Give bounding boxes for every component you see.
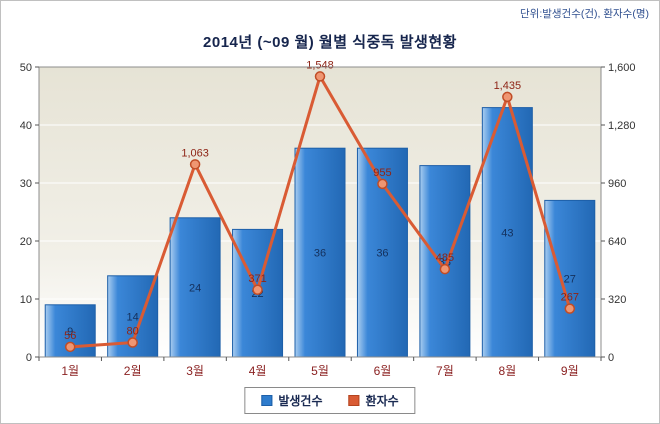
line-series-swatch <box>348 395 360 406</box>
legend-item-occurrences: 발생건수 <box>261 392 323 409</box>
month-label: 1월 <box>61 364 79 378</box>
left-axis-tick-label: 20 <box>20 236 32 248</box>
right-axis-tick-label: 640 <box>608 236 626 248</box>
right-axis-tick-label: 960 <box>608 178 626 190</box>
bar-value-label: 27 <box>564 274 576 286</box>
left-axis-tick-label: 0 <box>26 352 32 364</box>
right-axis-tick-label: 1,600 <box>608 62 636 74</box>
bar-value-label: 36 <box>314 248 326 260</box>
month-label: 6월 <box>374 364 392 378</box>
line-marker <box>564 303 576 314</box>
legend-label-patients: 환자수 <box>365 394 399 408</box>
right-axis-tick-label: 1,280 <box>608 120 636 132</box>
bar-series: 91424223636334327 <box>44 107 596 358</box>
line-series: 56 80 1,063 371 1,548 955 485 1,435 267 <box>64 59 579 353</box>
left-axis-tick-label: 10 <box>20 294 32 306</box>
bar <box>169 217 221 358</box>
month-label: 7월 <box>436 364 454 378</box>
bar-series-swatch <box>261 395 273 406</box>
right-axis-tick-label: 320 <box>608 294 626 306</box>
line-marker <box>439 263 451 275</box>
bar-value-label: 36 <box>376 248 388 260</box>
line-marker <box>127 337 138 348</box>
chart-title: 2014년 (~09 월) 월별 식중독 발생현황 <box>203 34 457 51</box>
line-value-label: 485 <box>436 252 454 264</box>
line-marker <box>189 159 201 170</box>
month-label: 4월 <box>249 364 267 378</box>
line-value-label: 371 <box>248 273 266 285</box>
left-axis-tick-label: 50 <box>20 62 32 74</box>
line-value-label: 1,063 <box>181 147 209 159</box>
bar-value-label: 14 <box>127 311 139 323</box>
left-axis-tick-label: 40 <box>20 120 32 132</box>
left-axis-tick-label: 30 <box>20 178 32 190</box>
line-value-label: 1,548 <box>306 59 334 71</box>
line-marker <box>252 284 263 296</box>
legend-item-patients: 환자수 <box>348 392 399 409</box>
month-label: 9월 <box>561 364 579 378</box>
month-label: 2월 <box>124 364 142 378</box>
bar <box>419 165 471 358</box>
bar-value-label: 43 <box>501 227 513 239</box>
month-label: 5월 <box>311 364 329 378</box>
line-value-label: 267 <box>561 292 579 304</box>
legend: 발생건수 환자수 <box>244 387 416 414</box>
right-axis-tick-label: 0 <box>608 352 614 364</box>
line-marker <box>314 71 326 82</box>
bar-value-label: 9 <box>67 326 73 338</box>
line-marker <box>502 91 513 103</box>
line-marker <box>377 178 388 190</box>
month-label: 3월 <box>186 364 204 378</box>
plot-border <box>38 66 602 358</box>
bar <box>294 147 346 358</box>
chart-canvas: 9142422363633432756801,0633711,548955485… <box>20 59 636 378</box>
line-value-label: 80 <box>127 326 139 338</box>
line-marker <box>64 341 76 353</box>
unit-label: 단위:발생건수(건), 환자수(명) <box>520 8 649 20</box>
legend-label-occurrences: 발생건수 <box>278 394 323 408</box>
month-label: 8월 <box>498 364 516 378</box>
line-value-label: 955 <box>373 167 391 179</box>
line-value-label: 56 <box>64 330 76 342</box>
bar-value-label: 24 <box>189 282 201 294</box>
line-value-label: 1,435 <box>494 80 522 92</box>
